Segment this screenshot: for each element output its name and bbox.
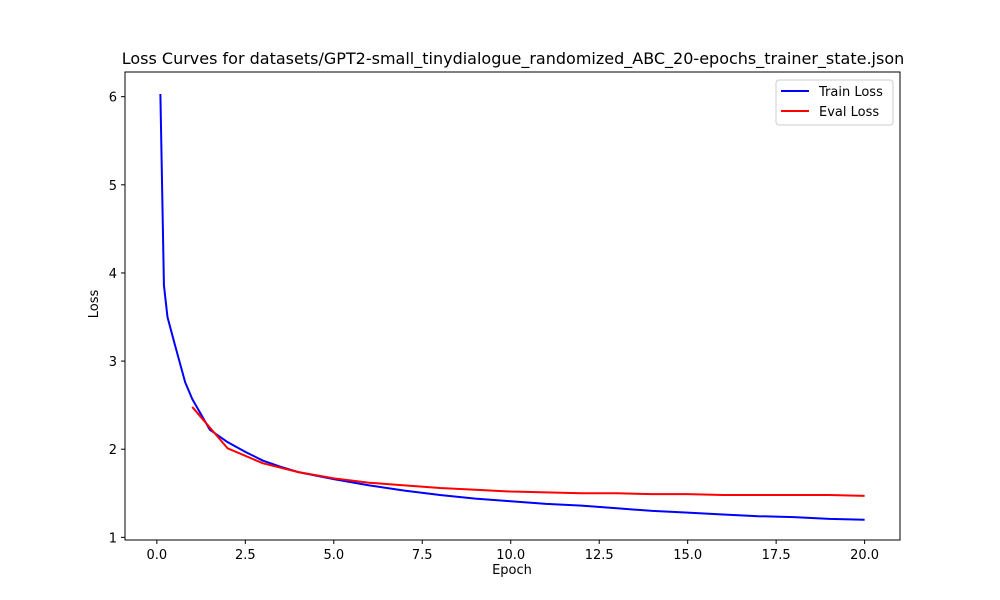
x-tick-label: 15.0 [673,548,702,563]
x-tick-label: 0.0 [147,548,168,563]
y-tick-label: 5 [109,179,117,194]
series-line-eval-loss [191,406,865,497]
legend-label-eval-loss: Eval Loss [819,105,879,120]
legend: Train Loss Eval Loss [775,79,894,126]
y-tick-label: 4 [109,267,117,282]
y-tick-label: 2 [109,443,117,458]
plot-area [124,71,901,541]
y-tick-label: 3 [109,355,117,370]
chart-title: Loss Curves for datasets/GPT2-small_tiny… [122,49,905,69]
legend-label-train-loss: Train Loss [818,85,883,100]
series-line-train-loss [159,94,865,521]
y-axis-ticks: 1 2 3 4 5 6 [109,91,125,546]
x-tick-label: 7.5 [412,548,433,563]
x-tick-label: 20.0 [850,548,879,563]
x-tick-label: 12.5 [585,548,614,563]
x-axis-ticks: 0.0 2.5 5.0 7.5 10.0 12.5 15.0 17.5 20.0 [147,540,879,563]
axes-frame [124,71,901,541]
series-lines [159,94,865,521]
y-tick-label: 1 [109,531,117,546]
y-axis-label: Loss [87,290,102,319]
x-tick-label: 10.0 [496,548,525,563]
x-tick-label: 17.5 [762,548,791,563]
x-axis-label: Epoch [492,563,532,578]
x-tick-label: 2.5 [235,548,256,563]
y-tick-label: 6 [109,91,117,106]
x-tick-label: 5.0 [323,548,344,563]
